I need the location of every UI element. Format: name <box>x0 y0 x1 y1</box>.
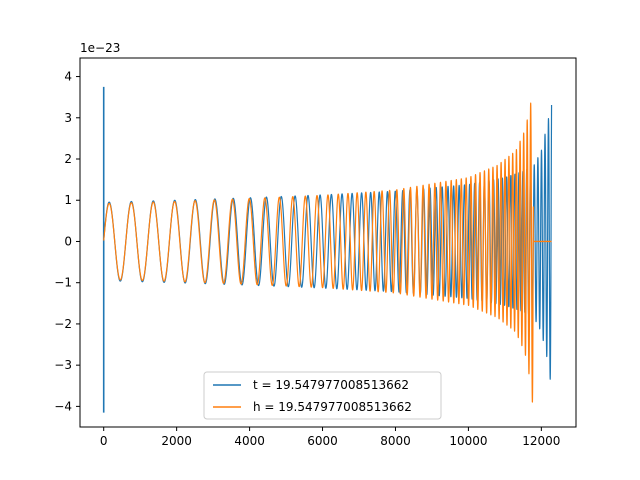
x-tick-label: 0 <box>100 434 108 448</box>
x-tick-label: 6000 <box>307 434 338 448</box>
x-tick-label: 2000 <box>161 434 192 448</box>
y-tick-label: 2 <box>64 152 72 166</box>
y-tick-label: 0 <box>64 234 72 248</box>
y-tick-label: 3 <box>64 111 72 125</box>
y-tick-label: −4 <box>54 399 72 413</box>
x-tick-label: 4000 <box>234 434 265 448</box>
y-tick-label: 1 <box>64 193 72 207</box>
x-tick-label: 10000 <box>449 434 487 448</box>
x-axis: 0 2000 4000 6000 8000 10000 12000 <box>100 427 560 448</box>
legend: t = 19.547977008513662 h = 19.5479770085… <box>203 371 442 420</box>
legend-box <box>203 371 442 420</box>
y-offset-text: 1e−23 <box>80 41 120 55</box>
series-h <box>103 102 552 403</box>
axes-frame <box>79 57 577 428</box>
legend-label-t: t = 19.547977008513662 <box>253 378 409 392</box>
x-tick-label: 12000 <box>522 434 560 448</box>
series-layer <box>102 86 553 413</box>
x-tick-label: 8000 <box>380 434 411 448</box>
legend-label-h: h = 19.547977008513662 <box>253 400 412 414</box>
y-tick-label: −1 <box>54 276 72 290</box>
series-line <box>103 102 534 403</box>
y-tick-label: −2 <box>54 317 72 331</box>
y-tick-label: 4 <box>64 70 72 84</box>
y-axis: −4 −3 −2 −1 0 1 2 3 4 <box>54 70 80 413</box>
y-tick-label: −3 <box>54 358 72 372</box>
